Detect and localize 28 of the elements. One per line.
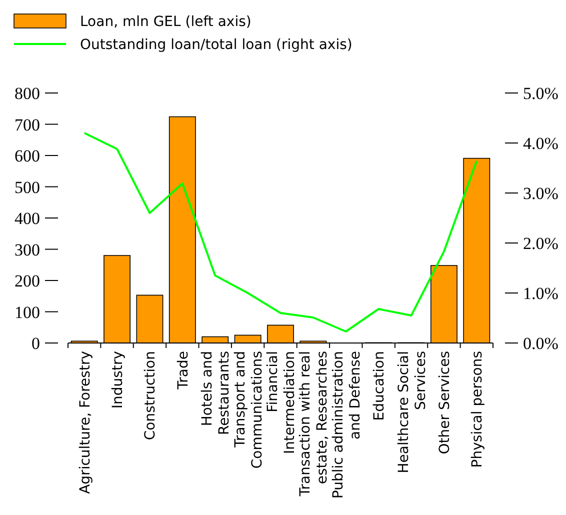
x-tick-label: Agriculture, Forestry [77,351,94,494]
x-tick-label: Trade [175,351,192,390]
y-tick-label: 400 [14,209,40,228]
x-tick-label: Education [372,351,388,421]
y2-tick-label: 4.0% [523,134,558,153]
x-tick-label: Hotels and Restaurants [200,351,233,435]
x-tick-label: Construction [142,351,159,440]
y-tick-label: 600 [14,146,40,166]
y-tick-label: 500 [14,178,40,197]
x-tick-label: Industry [110,351,126,409]
y-tick-label: 100 [14,302,40,322]
y-tick-label: 800 [14,84,40,103]
x-tick-label: Transaction with real estate, Researches [298,351,331,498]
x-tick-label: Transport and Communications [232,351,266,469]
y2-tick-label: 3.0% [523,184,558,203]
y-tick-label: 700 [14,115,40,134]
x-tick-label: Physical persons [470,351,486,468]
y-tick-label: 0 [32,334,40,353]
y2-tick-label: 0.0% [523,334,558,353]
legend-label: Outstanding loan/total loan (right axis) [80,37,352,53]
x-tick-label: Other Services [436,351,453,454]
y2-tick-label: 5.0% [523,84,558,103]
x-tick-label: Financial Intermediation [265,351,298,454]
y2-tick-label: 1.0% [523,284,558,303]
y-tick-label: 300 [14,240,40,260]
legend-label: Loan, mln GEL (left axis) [80,14,252,30]
y-tick-label: 200 [14,272,40,290]
y2-tick-label: 2.0% [523,234,558,253]
